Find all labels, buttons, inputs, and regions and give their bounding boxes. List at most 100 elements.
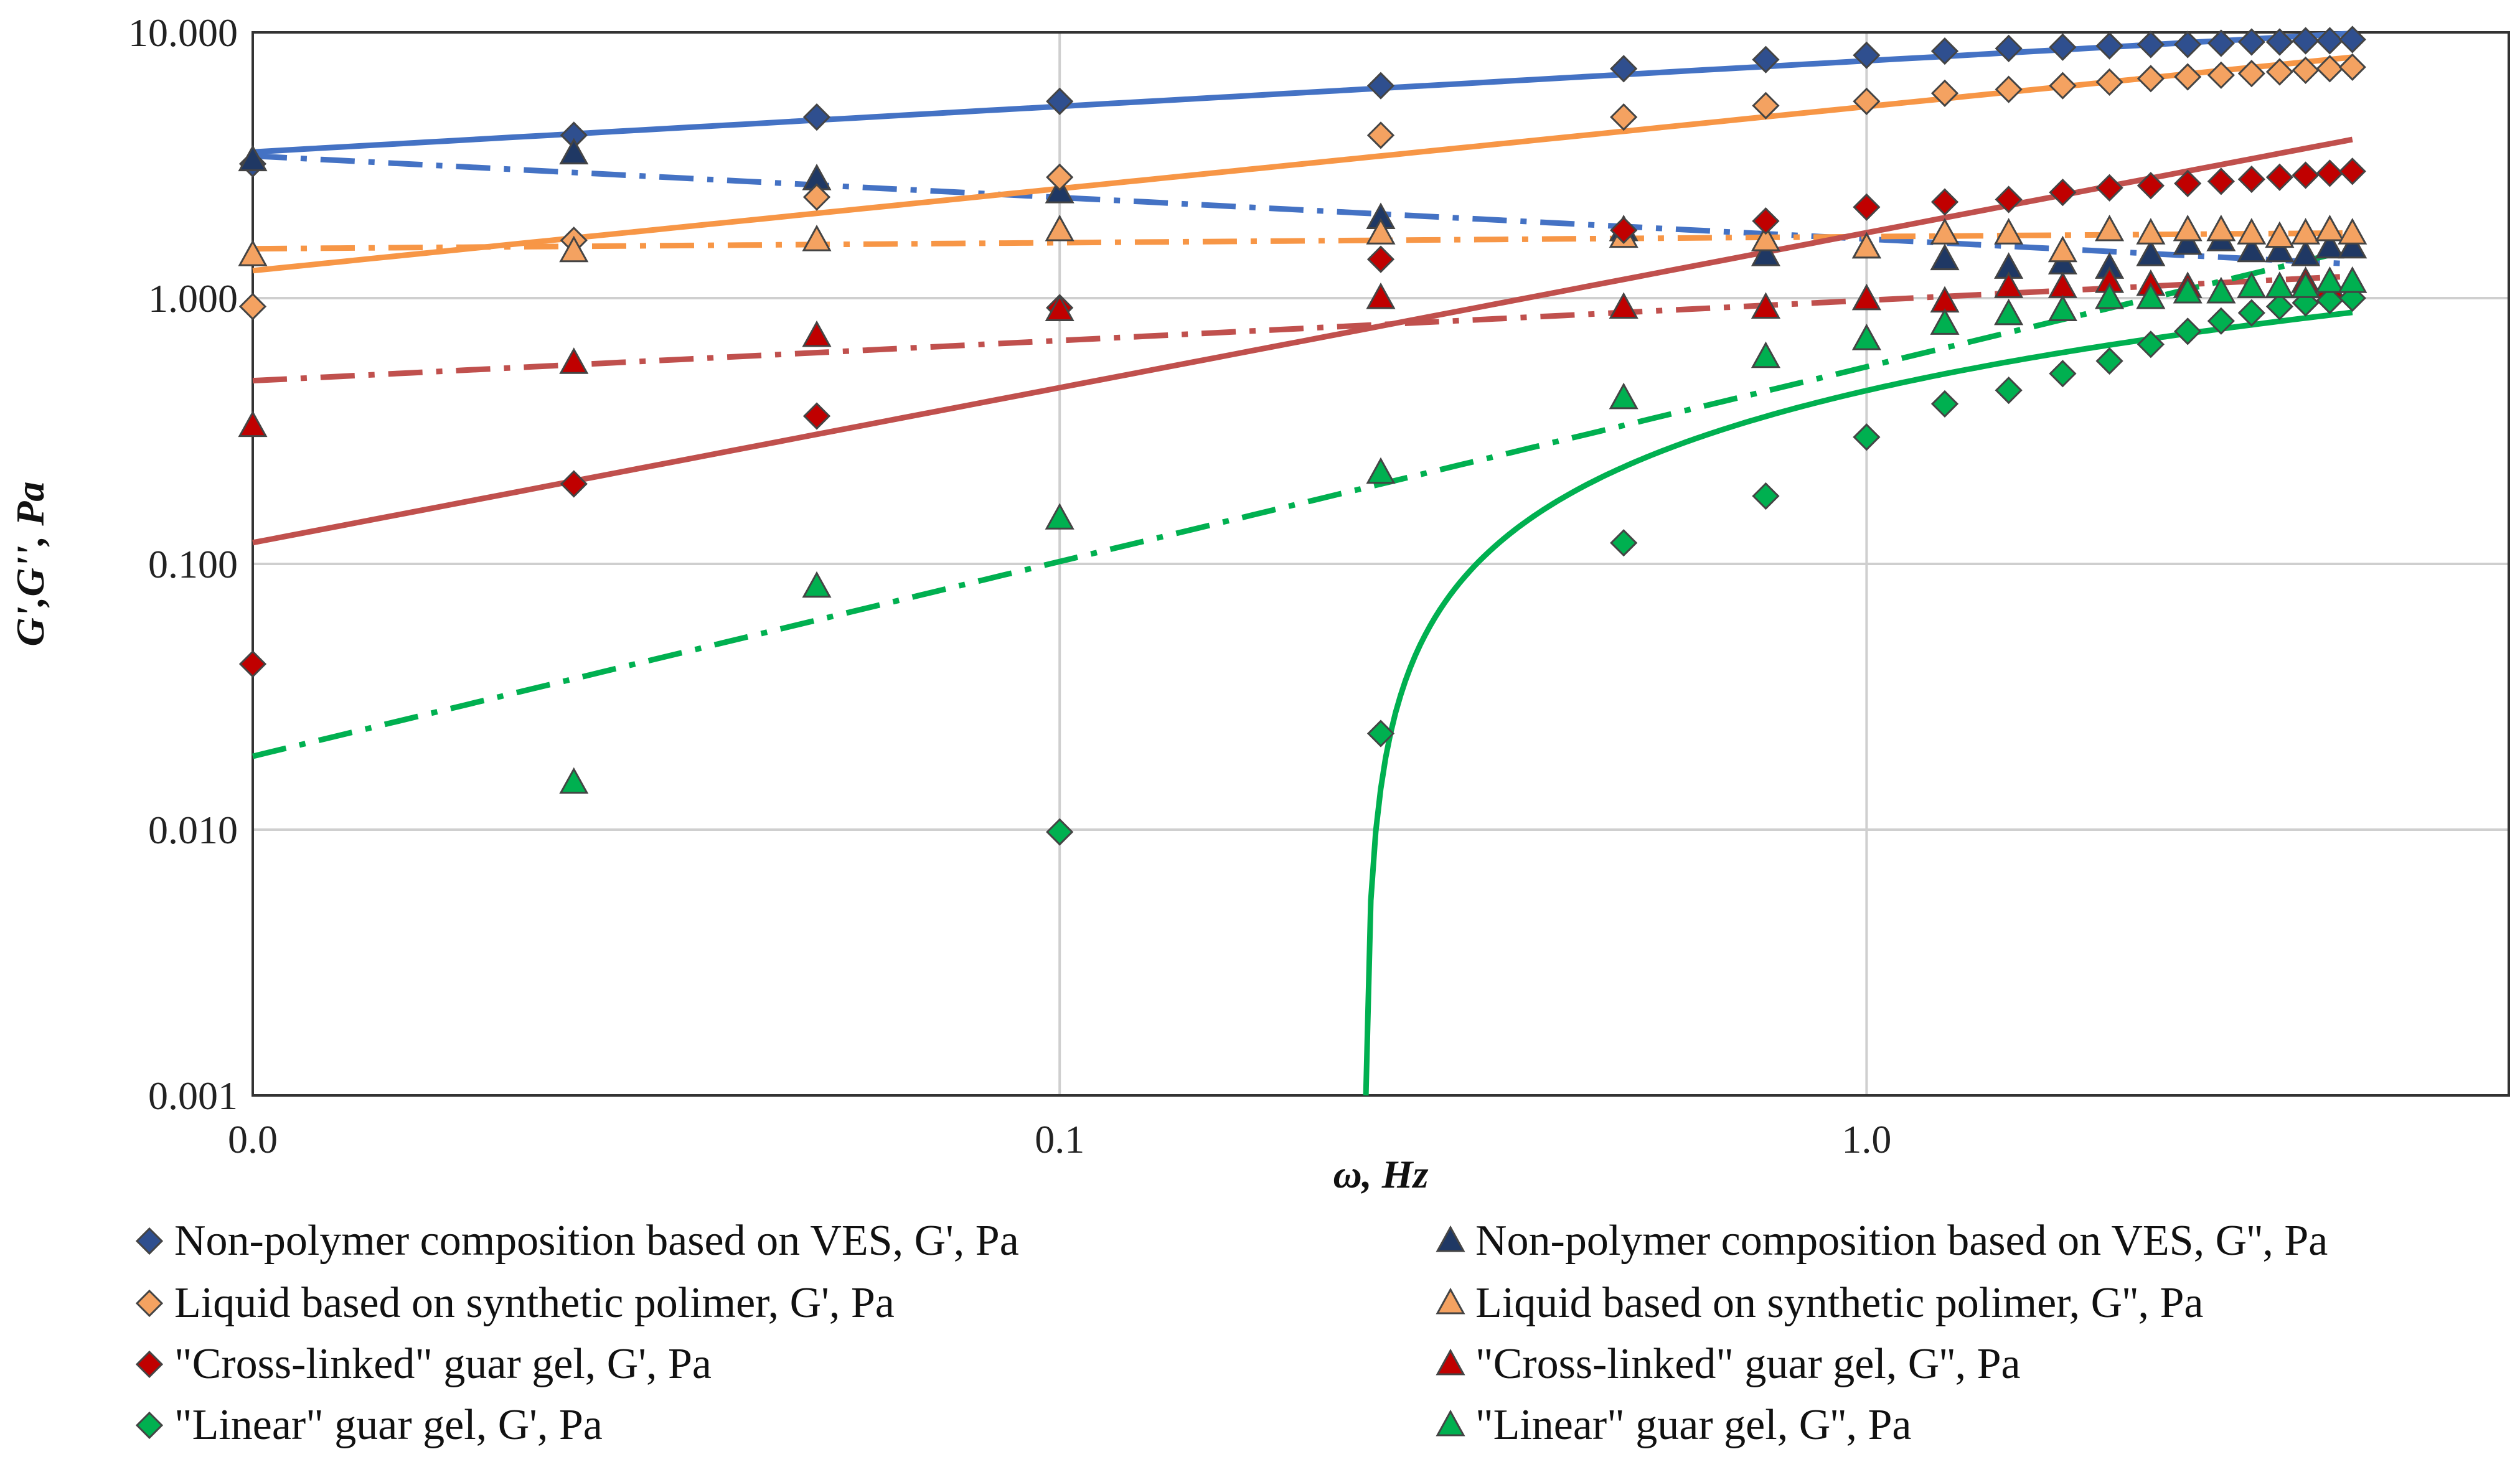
- diamond-marker: [1610, 216, 1638, 245]
- diamond-marker: [2292, 56, 2320, 85]
- y-tick-label: 1.000: [148, 276, 238, 321]
- diamond-marker: [2174, 317, 2202, 345]
- diamond-marker: [2316, 55, 2344, 83]
- triangle-marker: [2291, 218, 2321, 245]
- triangle-marker: [2265, 235, 2295, 263]
- legend-triangle-icon: [1436, 1287, 1465, 1315]
- diamond-marker: [560, 470, 588, 498]
- triangle-marker: [2047, 271, 2077, 298]
- triangle-marker: [1930, 218, 1960, 245]
- diamond-marker: [2137, 65, 2165, 93]
- triangle-marker: [559, 347, 589, 374]
- triangle-marker: [2237, 218, 2267, 245]
- triangle-marker: [1994, 271, 2024, 298]
- diamond-marker: [1853, 41, 1881, 69]
- legend-triangle-icon: [1436, 1225, 1465, 1252]
- triangle-marker: [1609, 382, 1638, 410]
- triangle-marker: [2338, 218, 2367, 245]
- diamond-marker: [2237, 299, 2265, 327]
- legend-item: Non-polymer composition based on VES, G'…: [135, 1217, 1019, 1265]
- diamond-marker: [2174, 63, 2202, 91]
- diamond-marker: [1610, 529, 1638, 557]
- triangle-marker: [1751, 341, 1780, 368]
- diamond-marker: [1995, 185, 2023, 213]
- diamond-marker: [1610, 55, 1638, 83]
- y-axis-title: G',G'', Pa: [8, 482, 52, 647]
- diamond-marker: [802, 402, 831, 430]
- triangle-marker: [1930, 286, 1960, 313]
- triangle-marker: [2136, 282, 2166, 309]
- data-points: [238, 26, 2367, 846]
- triangle-marker: [2237, 271, 2267, 298]
- triangle-marker: [802, 225, 832, 251]
- diamond-marker: [2049, 33, 2077, 61]
- legend-diamond-icon: [135, 1227, 164, 1255]
- x-axis-title: ω, Hz: [1333, 1152, 1429, 1196]
- grid-lines: [252, 31, 2509, 1097]
- legend-diamond-icon: [135, 1289, 164, 1318]
- triangle-marker: [2315, 214, 2344, 241]
- x-tick-label: 0.0: [228, 1117, 278, 1161]
- legend-label: "Cross-linked" guar gel, G', Pa: [174, 1340, 712, 1388]
- triangle-marker: [559, 138, 589, 165]
- diamond-marker: [2237, 165, 2265, 194]
- diamond-marker: [2207, 307, 2235, 335]
- triangle-marker: [238, 410, 268, 438]
- legend-label: Liquid based on synthetic polimer, G'', …: [1475, 1279, 2203, 1327]
- triangle-marker: [2095, 214, 2125, 241]
- legend-item: "Linear" guar gel, G'', Pa: [1436, 1401, 1911, 1449]
- diamond-marker: [802, 183, 831, 211]
- legend-triangle-icon: [1436, 1409, 1465, 1437]
- diamond-marker: [1610, 103, 1638, 131]
- diamond-marker: [1366, 121, 1395, 149]
- triangle-marker: [2173, 228, 2203, 255]
- diamond-marker: [1752, 207, 1780, 235]
- diamond-marker: [1930, 37, 1959, 65]
- diamond-marker: [1853, 423, 1881, 451]
- legend-triangle-icon: [1436, 1348, 1465, 1376]
- triangle-marker: [2265, 271, 2295, 298]
- diamond-marker: [1853, 87, 1881, 115]
- diamond-marker: [2338, 53, 2366, 81]
- y-tick-label: 0.010: [148, 808, 238, 852]
- diamond-marker: [2137, 172, 2165, 200]
- legend-label: Non-polymer composition based on VES, G'…: [174, 1217, 1019, 1265]
- x-tick-label: 1.0: [1841, 1117, 1891, 1161]
- triangle-marker: [559, 767, 589, 794]
- diamond-marker: [2237, 60, 2265, 88]
- tick-labels: 0.001 0.010 0.100 1.000 10.000 0.0 0.1 1.0: [128, 11, 1891, 1161]
- legend-label: Non-polymer composition based on VES, G'…: [1475, 1217, 2328, 1265]
- diamond-marker: [1995, 75, 2023, 103]
- legend-item: "Cross-linked" guar gel, G', Pa: [135, 1340, 712, 1388]
- triangle-marker: [2095, 282, 2125, 309]
- triangle-marker: [1994, 218, 2024, 245]
- y-tick-label: 0.001: [148, 1074, 238, 1118]
- diamond-marker: [2338, 157, 2366, 185]
- diamond-marker: [1930, 390, 1959, 418]
- triangle-marker: [2338, 232, 2367, 259]
- legend-item: Liquid based on synthetic polimer, G', P…: [135, 1279, 895, 1327]
- triangle-marker: [2136, 239, 2166, 266]
- triangle-marker: [238, 239, 268, 266]
- trendline: [252, 246, 2353, 759]
- diamond-marker: [2292, 161, 2320, 189]
- diamond-marker: [2207, 167, 2235, 195]
- triangle-marker: [1751, 239, 1780, 266]
- diamond-marker: [1366, 245, 1395, 273]
- diamond-marker: [1995, 376, 2023, 405]
- triangle-marker: [2136, 218, 2166, 245]
- legend: Non-polymer composition based on VES, G'…: [135, 1217, 2328, 1449]
- diamond-marker: [1046, 818, 1074, 846]
- triangle-marker: [238, 144, 268, 172]
- triangle-marker: [1045, 214, 1074, 241]
- trendline: [252, 273, 2353, 384]
- diamond-marker: [802, 103, 831, 131]
- legend-label: "Linear" guar gel, G'', Pa: [1475, 1401, 1911, 1449]
- diamond-marker: [1853, 193, 1881, 221]
- diamond-marker: [2292, 27, 2320, 55]
- diamond-marker: [2265, 163, 2294, 191]
- diamond-marker: [2049, 72, 2077, 100]
- legend-item: "Linear" guar gel, G', Pa: [135, 1401, 603, 1449]
- triangle-marker: [2206, 214, 2236, 241]
